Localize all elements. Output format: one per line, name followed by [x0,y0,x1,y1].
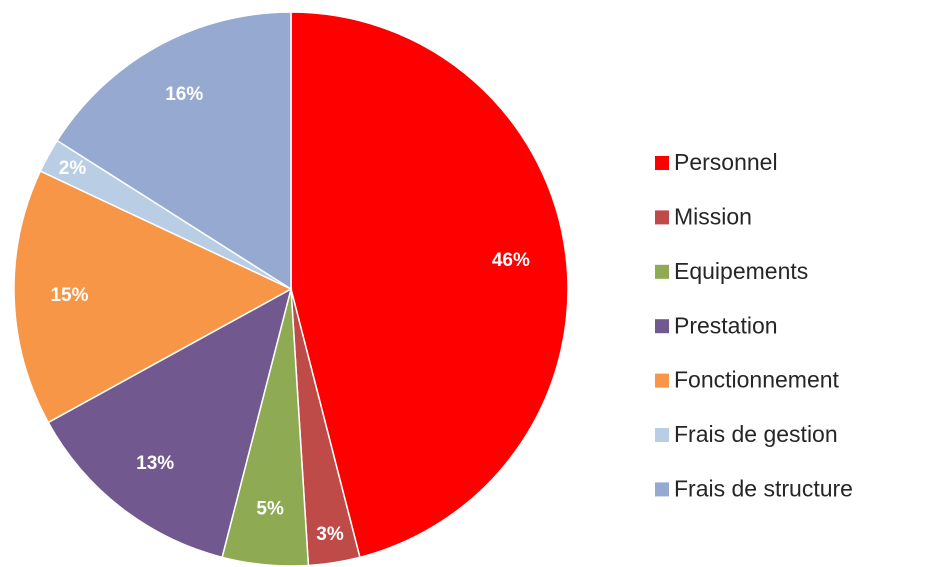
legend-label: Frais de structure [674,475,853,501]
value-label: 16% [165,84,203,105]
value-label: 46% [492,250,530,271]
pie-slice [290,11,569,559]
legend-label: Mission [674,203,752,229]
legend-swatch [655,264,669,279]
legend-swatch [655,319,669,334]
value-label: 2% [59,158,87,179]
value-label: 13% [136,453,174,474]
legend-swatch [655,210,669,225]
value-label: 5% [256,499,284,520]
value-label: 15% [50,285,88,306]
pie-slice [47,287,293,559]
legend-label: Equipements [674,258,808,284]
legend-label: Frais de gestion [674,421,838,447]
legend-label: Fonctionnement [674,367,840,393]
legend-swatch [655,428,669,442]
value-label: 3% [316,524,344,545]
legend-label: Personnel [674,149,778,175]
legend-swatch [655,482,669,497]
pie-slice [56,11,292,291]
legend-swatch [655,373,669,388]
legend-swatch [655,156,669,170]
legend-label: Prestation [674,312,778,338]
pie-slice [13,170,293,424]
